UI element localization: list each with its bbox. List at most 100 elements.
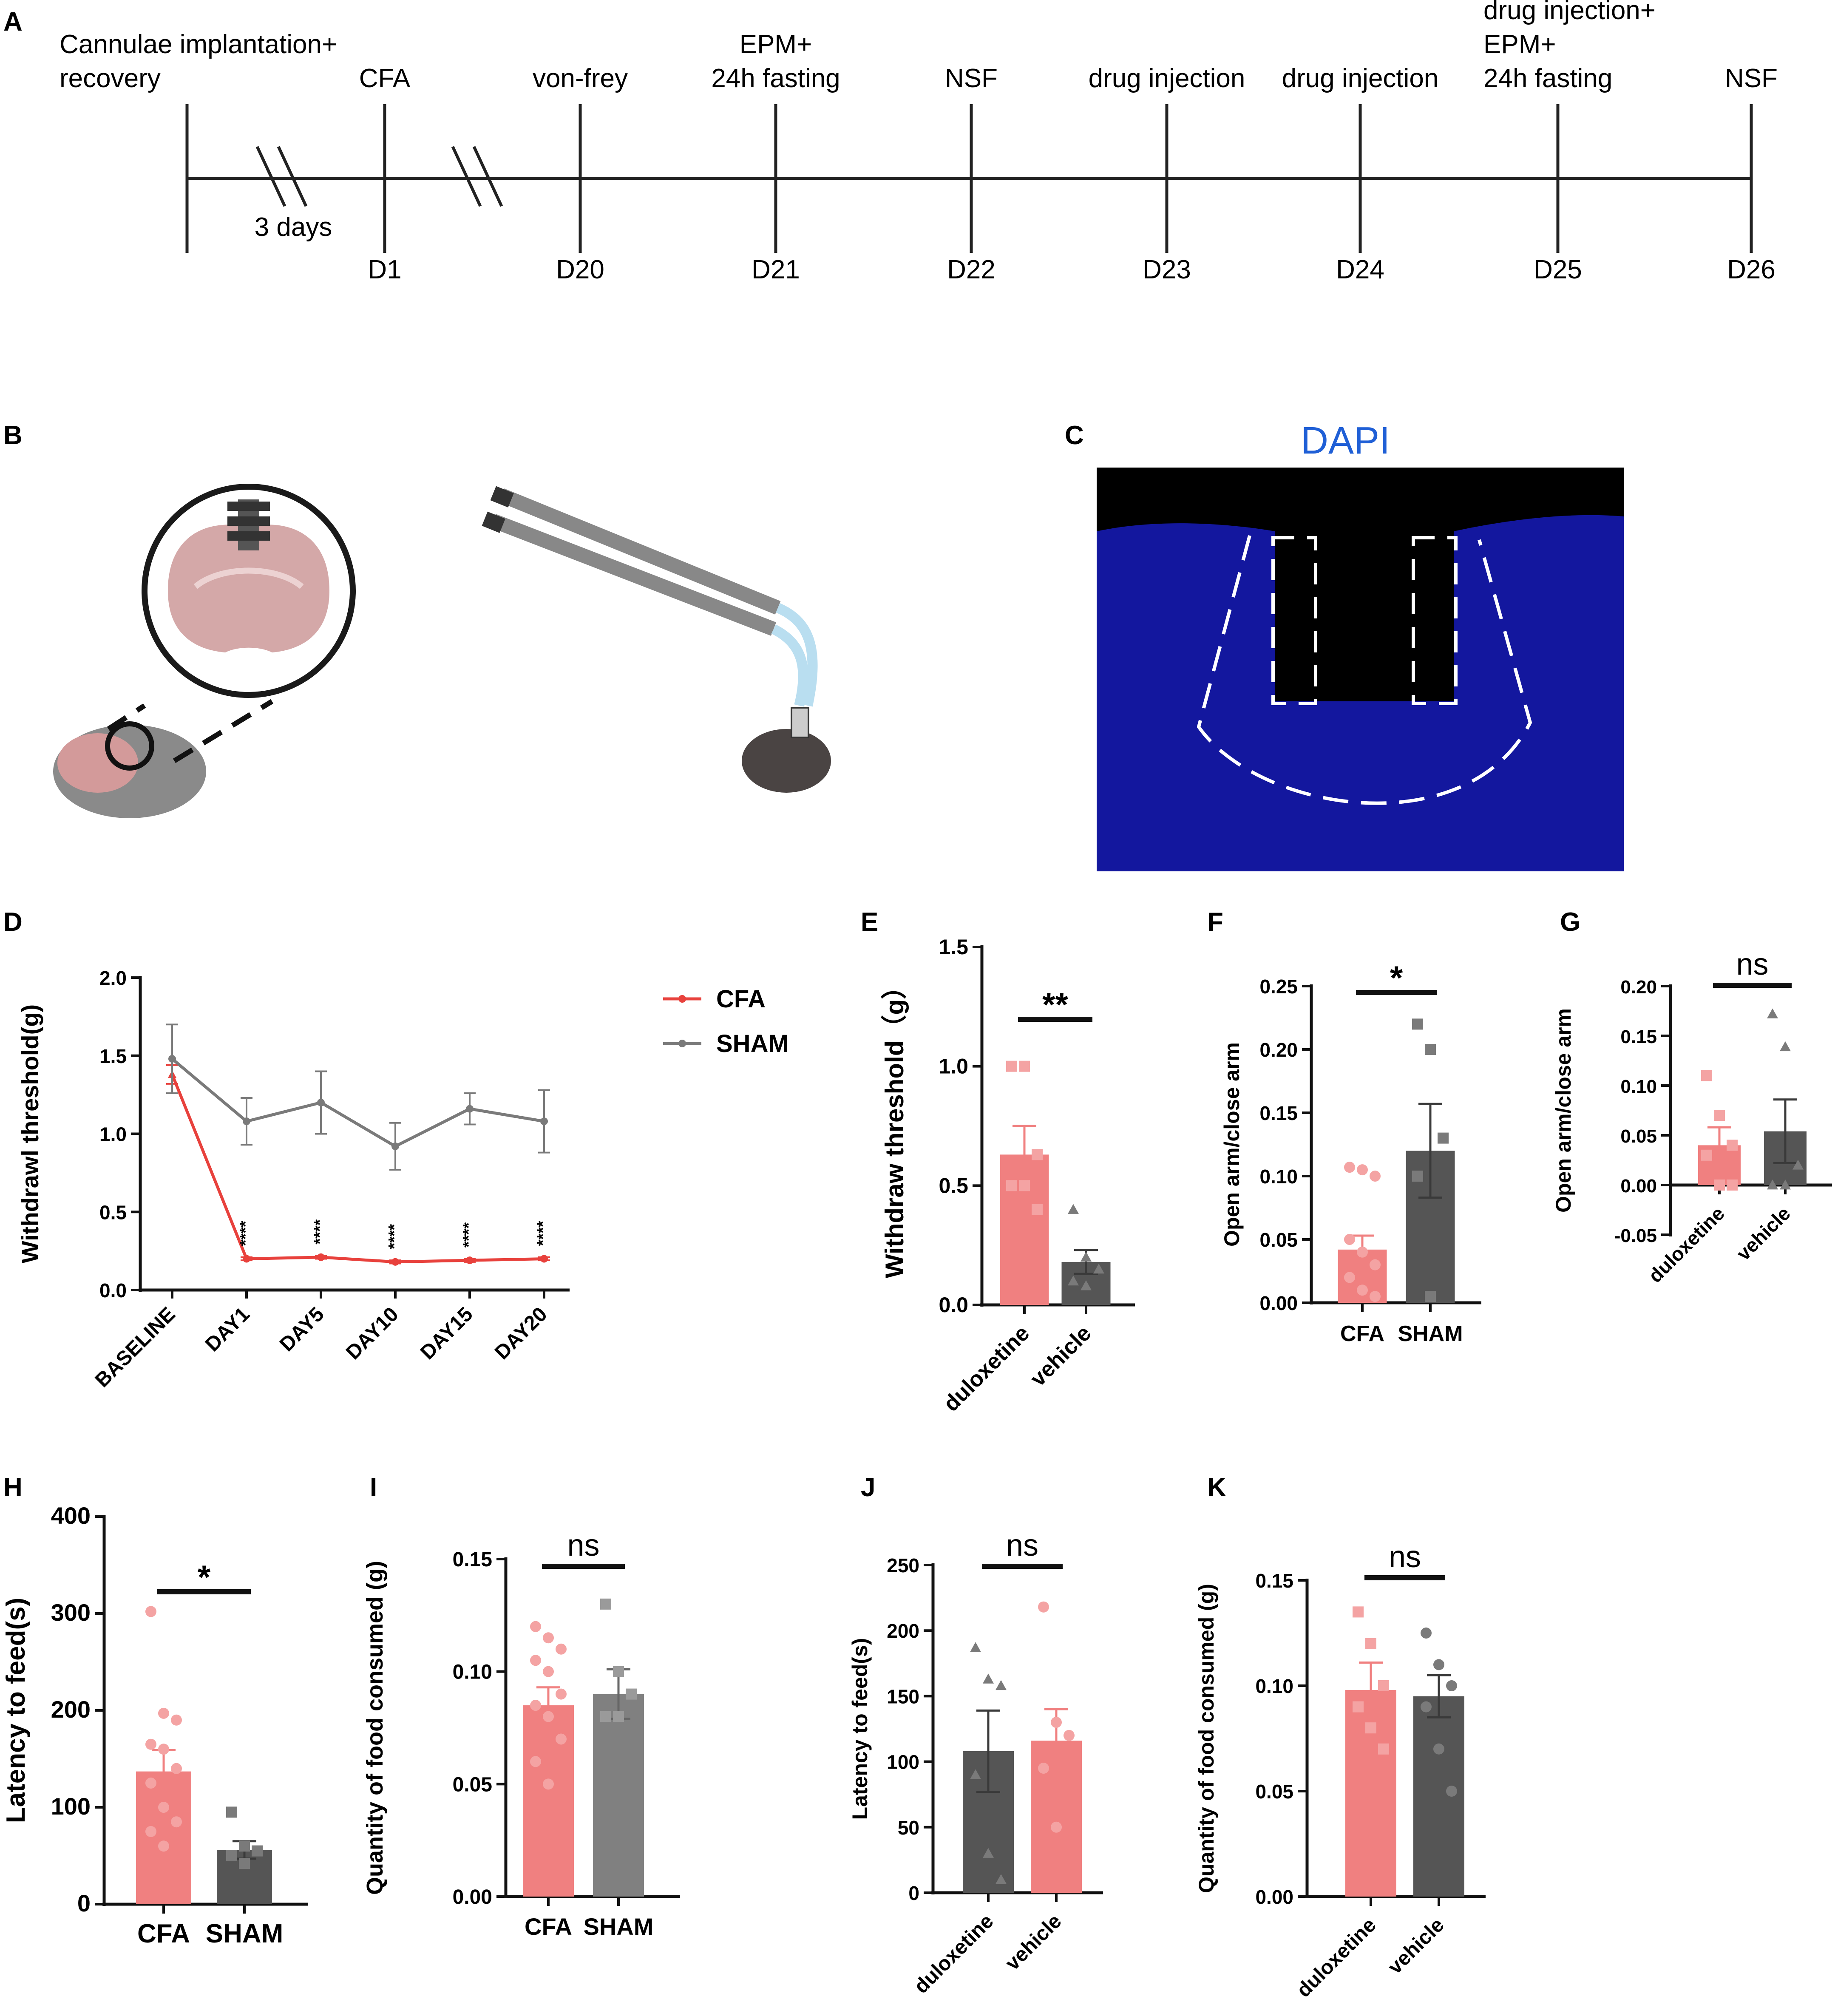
timeline-day-label: D20: [556, 255, 604, 284]
significance-label: **: [1042, 986, 1068, 1023]
data-point: [317, 1099, 325, 1106]
timeline-day-label: D25: [1534, 255, 1582, 284]
y-tick-label: 0.25: [1259, 975, 1298, 998]
significance-label: ns: [1736, 947, 1768, 981]
significance-label: ****: [311, 1219, 329, 1244]
data-point: [226, 1806, 237, 1818]
cannula-track-outline: [1412, 536, 1458, 705]
x-category-label: duloxetine: [939, 1321, 1035, 1416]
chart-h-latency-to-feed: 0 100 200 300 400 Latency to feed(s) CFA SHAM *: [1, 1502, 308, 1948]
data-point: [1068, 1204, 1079, 1214]
timeline-day-label: D24: [1336, 255, 1384, 284]
y-axis-label: Quantity of food consumed (g): [1194, 1584, 1218, 1893]
panel-label-e: E: [861, 907, 878, 937]
data-point: [1344, 1162, 1355, 1173]
data-point: [1370, 1291, 1381, 1302]
data-point: [391, 1258, 399, 1266]
data-point: [1019, 1180, 1030, 1191]
chart-i-food-consumed: 0.00 0.05 0.10 0.15 Quantity of food consume…: [362, 1528, 680, 1940]
x-category-label: CFA: [1340, 1321, 1384, 1346]
timeline-event-label: von-frey: [533, 64, 628, 93]
y-tick-label: 0.10: [1255, 1675, 1293, 1697]
data-point: [1421, 1628, 1432, 1639]
y-tick-label: 0.00: [453, 1886, 492, 1908]
panel-label-k: K: [1207, 1473, 1226, 1502]
data-point: [168, 1055, 176, 1063]
y-tick-label: 400: [51, 1502, 91, 1529]
timeline-day-label: D21: [752, 255, 800, 284]
timeline-day-label: D26: [1727, 255, 1775, 284]
y-tick-label: 0.00: [1259, 1292, 1298, 1314]
data-point: [1006, 1060, 1017, 1072]
data-point: [243, 1255, 250, 1263]
y-axis-label: Open arm/close arm: [1551, 1008, 1575, 1213]
y-tick-label: 100: [887, 1751, 919, 1773]
data-point: [252, 1845, 263, 1857]
x-tick-label: DAY10: [342, 1303, 403, 1364]
data-point: [983, 1848, 994, 1858]
bar: [1345, 1690, 1396, 1897]
data-point: [239, 1840, 250, 1852]
data-point: [1780, 1180, 1791, 1190]
data-point: [543, 1778, 554, 1790]
head-cannula-icon: [791, 707, 809, 738]
data-point: [556, 1688, 567, 1700]
data-point: [317, 1253, 325, 1261]
y-tick-label: 0: [77, 1890, 91, 1917]
data-point: [1412, 1018, 1423, 1030]
y-tick-label: 0.15: [1259, 1102, 1298, 1124]
data-point: [600, 1598, 611, 1610]
y-tick-label: 200: [51, 1696, 91, 1723]
timeline-day-label: D1: [368, 255, 401, 284]
data-point: [1433, 1659, 1444, 1670]
data-point: [1701, 1149, 1712, 1161]
y-tick-label: 250: [887, 1554, 919, 1577]
significance-label: *: [1390, 959, 1403, 996]
x-tick-label: BASELINE: [91, 1303, 180, 1392]
y-tick-label: 0.15: [1620, 1026, 1657, 1047]
y-tick-label: 0.0: [99, 1279, 127, 1301]
significance-label: ****: [534, 1221, 552, 1246]
data-point: [613, 1711, 624, 1722]
x-category-label: SHAM: [1398, 1321, 1463, 1346]
y-tick-label: 1.5: [939, 935, 968, 959]
data-point: [158, 1840, 169, 1852]
series-line-cfa: [170, 1074, 545, 1264]
data-point: [1370, 1259, 1381, 1270]
data-point: [556, 1643, 567, 1655]
y-axis-label: Withdrawl threshold(g): [17, 1004, 43, 1263]
x-category-label: vehicle: [1384, 1914, 1449, 1979]
data-point: [239, 1858, 250, 1869]
x-category-label: SHAM: [584, 1913, 654, 1940]
y-tick-label: 1.0: [939, 1055, 968, 1078]
panel-label-f: F: [1207, 907, 1223, 937]
y-tick-label: 100: [51, 1793, 91, 1820]
data-point: [1767, 1008, 1778, 1018]
data-point: [970, 1769, 981, 1779]
data-point: [1006, 1180, 1017, 1191]
data-point: [158, 1744, 169, 1755]
timeline-day-label: D22: [947, 255, 995, 284]
x-tick-label: DAY5: [275, 1303, 329, 1356]
data-point: [1370, 1171, 1381, 1182]
x-category-label: vehicle: [1026, 1321, 1096, 1391]
y-tick-label: 0.20: [1259, 1039, 1298, 1061]
y-tick-label: 0.05: [1620, 1126, 1657, 1147]
data-point: [543, 1711, 554, 1722]
data-point: [540, 1117, 548, 1126]
data-point: [171, 1816, 182, 1828]
data-point: [1412, 1171, 1423, 1182]
panel-label-i: I: [370, 1473, 377, 1502]
x-tick-label: DAY20: [491, 1303, 552, 1364]
data-point: [145, 1778, 156, 1789]
data-point: [145, 1826, 156, 1837]
data-point: [1365, 1722, 1376, 1734]
data-point: [1357, 1164, 1368, 1176]
bar: [523, 1705, 574, 1897]
zoom-line: [107, 703, 146, 732]
data-point: [543, 1666, 554, 1677]
significance-label: *: [198, 1558, 211, 1596]
data-point: [1081, 1251, 1092, 1262]
panel-label-a: A: [3, 7, 23, 37]
y-axis-label: Quantity of food consumed (g): [362, 1561, 388, 1895]
